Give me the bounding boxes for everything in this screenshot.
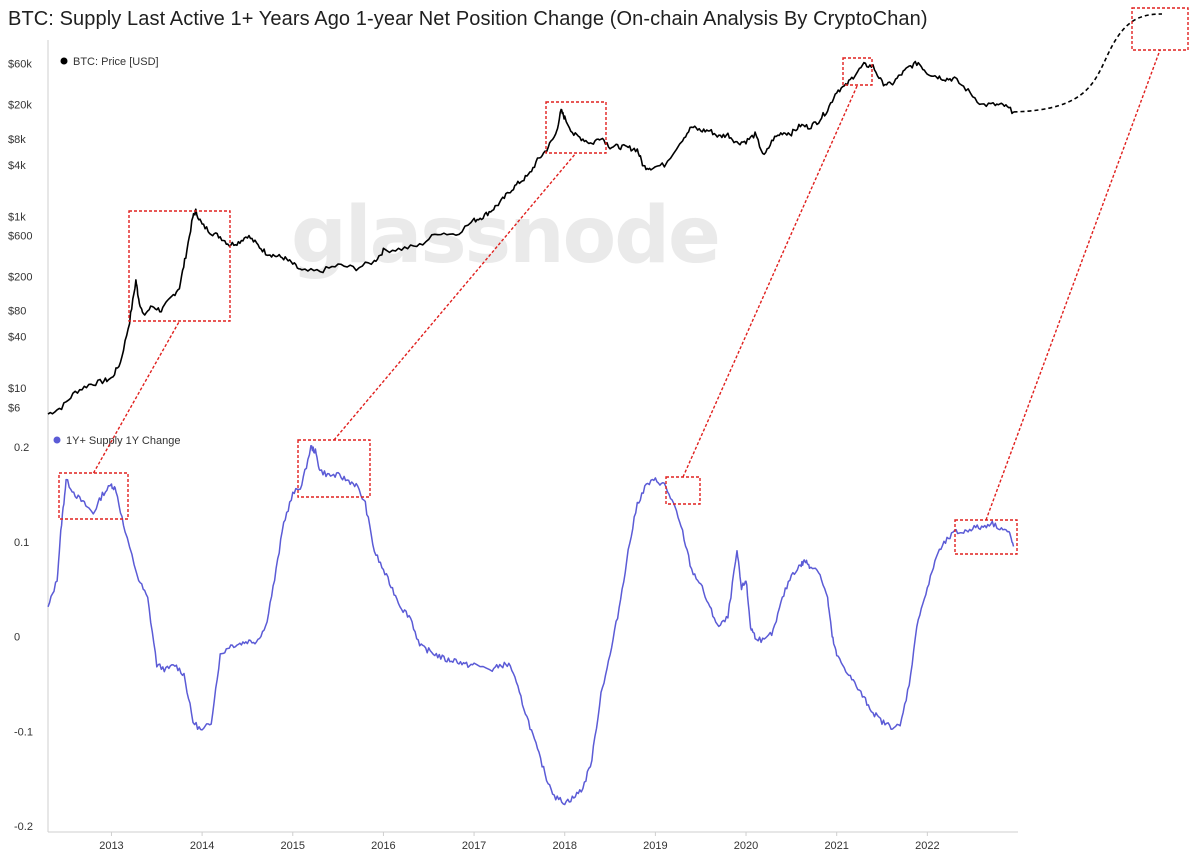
x-tick-label: 2014 bbox=[190, 840, 214, 852]
supply-y-tick: 0.1 bbox=[14, 537, 29, 549]
price-y-tick: $4k bbox=[8, 160, 26, 172]
price-y-tick: $1k bbox=[8, 211, 26, 223]
watermark-text: glassnode bbox=[291, 191, 719, 281]
x-tick-label: 2022 bbox=[915, 840, 939, 852]
supply-y-tick: -0.2 bbox=[14, 821, 33, 833]
supply-y-tick: -0.1 bbox=[14, 726, 33, 738]
price-legend-label: BTC: Price [USD] bbox=[73, 56, 159, 68]
supply-y-tick: 0.2 bbox=[14, 442, 29, 454]
supply-legend-label: 1Y+ Supply 1Y Change bbox=[66, 435, 180, 447]
price-y-tick: $6 bbox=[8, 402, 20, 414]
price-highlight-box bbox=[128, 210, 231, 322]
supply-series-line bbox=[47, 444, 1015, 806]
projection-dashed-curve bbox=[1013, 13, 1163, 113]
supply-y-tick: 0 bbox=[14, 632, 20, 644]
highlight-connector bbox=[682, 84, 859, 478]
price-y-tick: $8k bbox=[8, 134, 26, 146]
price-y-tick: $80 bbox=[8, 306, 26, 318]
x-tick-label: 2018 bbox=[552, 840, 576, 852]
price-legend-dot bbox=[60, 57, 68, 65]
x-tick-label: 2013 bbox=[99, 840, 123, 852]
x-tick-label: 2020 bbox=[734, 840, 758, 852]
chart-title: BTC: Supply Last Active 1+ Years Ago 1-y… bbox=[8, 8, 928, 30]
price-y-tick: $600 bbox=[8, 231, 32, 243]
x-tick-label: 2019 bbox=[643, 840, 667, 852]
price-y-tick: $40 bbox=[8, 332, 26, 344]
x-tick-label: 2017 bbox=[462, 840, 486, 852]
price-y-tick: $60k bbox=[8, 59, 32, 71]
price-highlight-box bbox=[545, 101, 607, 154]
highlight-connector bbox=[333, 152, 577, 441]
x-tick-label: 2015 bbox=[281, 840, 305, 852]
price-series-line bbox=[47, 60, 1015, 415]
x-tick-label: 2021 bbox=[824, 840, 848, 852]
price-y-tick: $200 bbox=[8, 271, 32, 283]
highlight-connector bbox=[92, 320, 181, 474]
supply-highlight-box bbox=[58, 472, 129, 520]
price-y-tick: $20k bbox=[8, 100, 32, 112]
highlight-connector bbox=[985, 49, 1161, 521]
supply-highlight-box bbox=[954, 519, 1018, 555]
price-y-tick: $10 bbox=[8, 383, 26, 395]
x-tick-label: 2016 bbox=[371, 840, 395, 852]
price-highlight-box bbox=[842, 57, 873, 86]
supply-legend-dot bbox=[53, 436, 61, 444]
